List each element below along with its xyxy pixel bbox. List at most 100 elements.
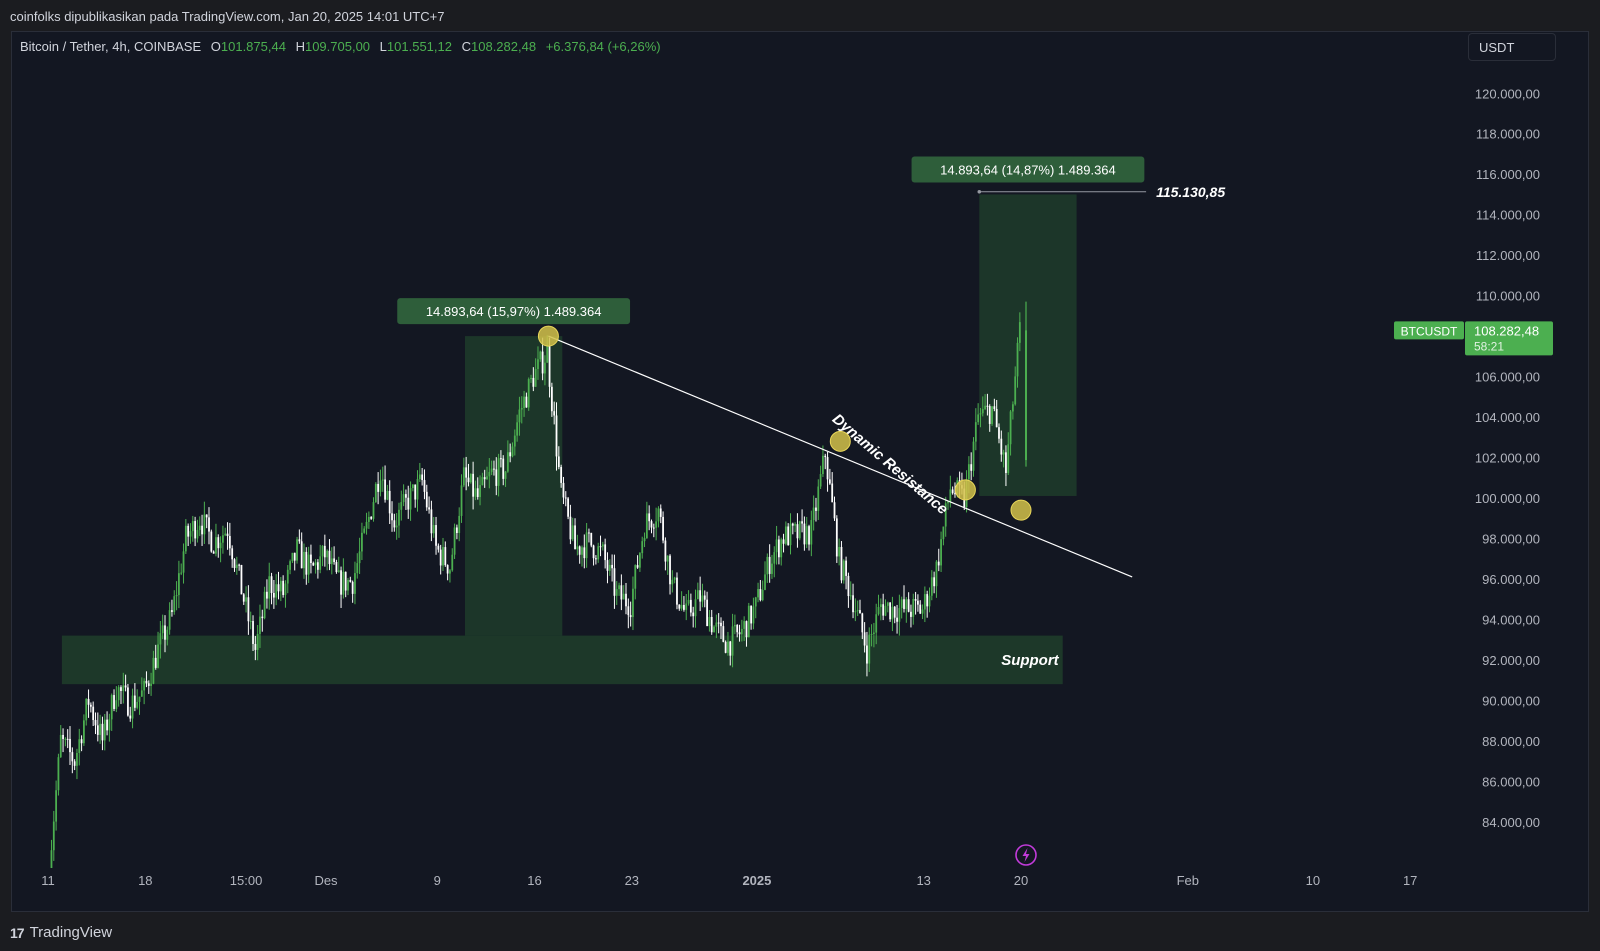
candles [50,301,1027,868]
candle-body [138,696,141,702]
candle [444,541,447,567]
candle-body [351,581,354,594]
currency-button[interactable]: USDT [1468,33,1556,61]
x-tick-label: 23 [625,873,639,888]
candle [205,514,208,529]
candle-body [384,479,386,500]
publisher-text: coinfolks dipublikasikan pada TradingVie… [10,9,445,24]
candle [386,484,389,501]
candle-body [757,589,759,598]
candle [513,429,516,456]
candle [849,581,852,600]
candle [891,596,894,632]
candle [900,596,903,619]
x-tick-label: 15:00 [230,873,263,888]
candle [812,495,815,531]
candle [476,477,479,500]
candle-body [122,685,125,691]
candle [740,619,743,642]
candle [305,547,308,585]
candle [395,513,398,540]
candle-body [629,615,632,618]
candle [727,631,729,656]
candle-body [861,613,864,633]
y-tick-label: 110.000,00 [1476,289,1540,304]
candle-body [92,706,95,720]
candle [180,563,183,576]
candle [252,615,254,652]
tradingview-brand[interactable]: 17 TradingView [10,924,112,941]
candle-body [879,604,882,607]
candle [889,601,892,622]
lightning-icon-bolt [1022,848,1030,862]
candle-body [826,457,829,480]
chart-panel[interactable] [11,31,1589,912]
candle [504,470,507,487]
candle [509,443,512,463]
candle-body [671,579,674,585]
candle-body [627,606,630,616]
symbol-tag-label: BTCUSDT [1401,324,1458,338]
y-tick-label: 90.000,00 [1482,693,1540,708]
candle-body [882,604,885,616]
candle [683,596,685,612]
candle-body [991,406,993,424]
candle [76,748,78,780]
candle-body [490,468,493,472]
candle [771,554,773,579]
candle-body [205,514,208,518]
close-value: 108.282,48 [471,39,537,54]
candle-body [872,632,875,634]
candle-body [733,625,736,627]
candle [439,544,442,575]
candle [500,450,502,468]
candle [935,560,938,598]
candle-body [423,480,426,492]
candle [400,490,403,521]
candle [557,446,560,470]
y-tick-label: 106.000,00 [1475,370,1540,385]
candle-body [374,483,377,503]
candle-body [585,532,588,559]
candle-body [676,577,678,605]
candle-body [62,734,64,740]
candle [588,528,590,543]
candle-body [432,525,435,534]
candle-body [592,545,595,559]
candle-body [972,441,975,471]
candle-body [889,602,892,620]
candle [323,534,326,567]
candle [495,457,498,496]
candle-body [863,632,866,646]
candle-body [692,612,695,617]
candle-body [238,564,241,566]
candle [177,560,180,609]
candle-body [296,539,298,561]
candle-body [455,527,458,534]
candle-body [312,562,315,566]
candle-body [323,545,326,558]
candle [328,539,331,571]
candle-body [442,547,444,566]
candle [136,689,139,710]
candle-body [71,752,74,762]
candle [764,561,766,591]
low-label: L [379,39,387,54]
candle [703,590,706,608]
candle-body [984,405,986,410]
candle [314,559,317,574]
candle [620,574,623,611]
candle-body [85,698,88,721]
candle [933,571,936,594]
candle [782,533,785,553]
candle [85,698,88,726]
y-tick-label: 94.000,00 [1482,612,1540,627]
candle [590,532,593,548]
candle-body [940,539,942,566]
candle-body [641,541,644,554]
candle [921,604,924,620]
candle-body [270,576,273,593]
candle-body [414,484,417,500]
candle [729,640,732,666]
